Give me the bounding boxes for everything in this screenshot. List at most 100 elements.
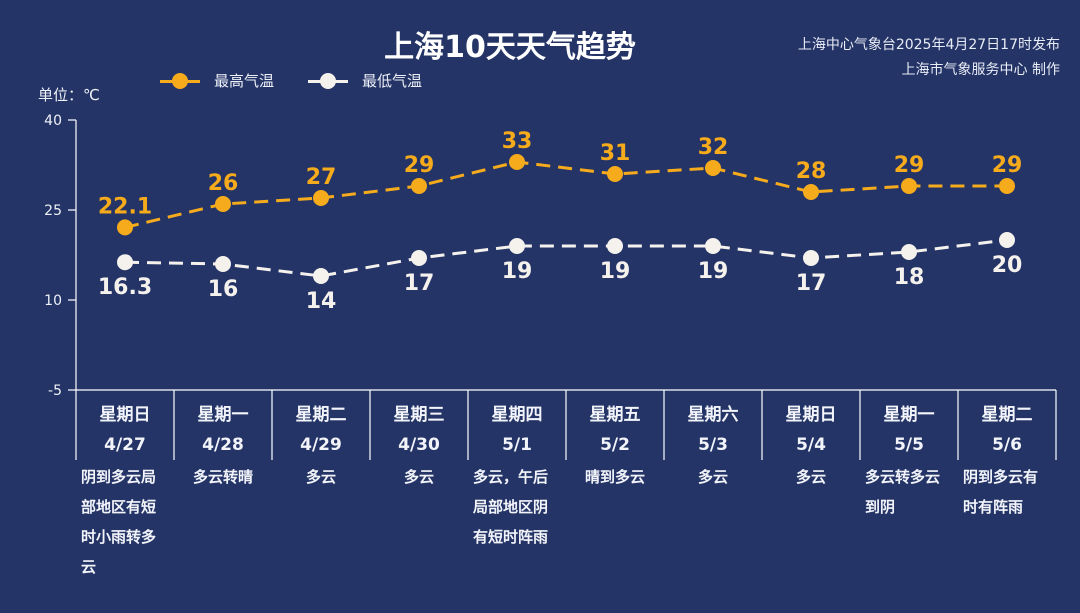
low-temp-label: 16.3	[98, 275, 152, 300]
low-temp-point	[999, 232, 1015, 248]
high-temp-point	[607, 166, 623, 182]
low-temp-point	[509, 238, 525, 254]
weekday-label: 星期五	[589, 405, 641, 425]
weather-description: 阴到多云有 时有阵雨	[963, 462, 1051, 522]
low-temp-point	[705, 238, 721, 254]
date-label: 5/6	[992, 435, 1022, 455]
data-labels: 22.1 26 27 29 33 31 32 28 29 29 16.3 16 14 17 19 19 19 17…	[98, 129, 1022, 314]
chart-title: 上海10天天气趋势	[384, 30, 636, 65]
weather-description-line: 局部地区阴	[473, 498, 549, 516]
issuer-line-producer: 上海市气象服务中心 制作	[901, 62, 1060, 78]
weather-description-line: 云	[81, 558, 97, 576]
y-tick-label: 25	[44, 203, 62, 219]
high-temp-point	[999, 178, 1015, 194]
low-line-marker-icon	[308, 72, 349, 89]
weather-description-line: 阴到多云有	[963, 468, 1039, 486]
weather-description-line: 到阴	[865, 498, 896, 516]
y-tick-label: 10	[44, 293, 62, 309]
high-temp-label: 28	[796, 159, 827, 184]
low-temp-label: 16	[208, 277, 239, 302]
high-temp-label: 29	[404, 153, 435, 178]
y-tick-label: -5	[48, 383, 62, 399]
date-label: 4/28	[202, 435, 244, 455]
high-temp-label: 32	[698, 135, 729, 160]
weather-description: 多云	[277, 462, 365, 492]
low-temp-label: 14	[306, 289, 337, 314]
legend-item-high[interactable]: 最高气温	[160, 70, 274, 91]
low-temp-point	[607, 238, 623, 254]
weather-description-line: 阴到多云局	[81, 468, 157, 486]
issuer-line-publish: 上海中心气象台2025年4月27日17时发布	[797, 37, 1060, 53]
weather-description-line: 晴到多云	[584, 468, 645, 486]
weekday-label: 星期四	[491, 405, 543, 425]
low-temp-point	[117, 254, 133, 271]
high-temp-point	[411, 178, 427, 194]
axes: 40 25 10 -5	[44, 113, 1057, 460]
weather-description: 多云	[375, 462, 463, 492]
high-temp-label: 27	[306, 165, 337, 190]
date-label: 5/4	[796, 435, 826, 455]
low-temp-label: 19	[600, 259, 631, 284]
date-label: 4/29	[300, 435, 342, 455]
weather-description-line: 多云	[795, 468, 826, 486]
weather-description: 多云	[669, 462, 757, 492]
low-temp-point	[901, 244, 917, 260]
series-lines	[124, 160, 1008, 278]
weekday-label: 星期二	[981, 405, 1033, 425]
low-temp-label: 20	[992, 253, 1023, 278]
low-temp-line	[124, 238, 1008, 278]
legend: 最高气温 最低气温	[160, 70, 456, 91]
y-tick-label: 40	[44, 113, 62, 129]
weather-description-line: 时小雨转多	[81, 528, 157, 546]
high-temp-point	[901, 178, 917, 194]
date-label: 4/30	[398, 435, 440, 455]
weather-description-line: 多云转多云	[865, 468, 941, 486]
high-temp-point	[509, 154, 525, 170]
high-temp-label: 29	[992, 153, 1023, 178]
high-temp-label: 33	[502, 129, 533, 154]
weather-description-line: 时有阵雨	[963, 498, 1024, 516]
weather-description-line: 多云转晴	[192, 468, 253, 486]
weather-description-line: 多云	[403, 468, 434, 486]
weather-description: 多云，午后 局部地区阴 有短时阵雨	[473, 462, 561, 552]
weekday-label: 星期日	[785, 405, 837, 425]
legend-label-low: 最低气温	[362, 72, 423, 90]
category-cell: 星期一 4/28	[174, 400, 272, 460]
date-label: 5/5	[894, 435, 924, 455]
date-label: 5/1	[502, 435, 532, 455]
high-temp-label: 22.1	[98, 194, 152, 219]
legend-item-low[interactable]: 最低气温	[308, 70, 422, 91]
category-cell: 星期一 5/5	[860, 400, 958, 460]
high-temp-point	[705, 160, 721, 176]
low-temp-point	[215, 256, 231, 272]
weekday-label: 星期六	[687, 405, 739, 425]
low-temp-label: 17	[404, 271, 435, 296]
weather-description-line: 有短时阵雨	[473, 528, 549, 546]
weather-description-line: 部地区有短	[81, 498, 157, 516]
category-cell: 星期日 4/27	[76, 400, 174, 460]
high-temp-point	[117, 219, 133, 236]
low-temp-label: 19	[502, 259, 533, 284]
weather-description-line: 多云	[697, 468, 728, 486]
high-temp-label: 26	[208, 171, 239, 196]
high-temp-point	[803, 184, 819, 200]
weather-description: 多云转多云 到阴	[865, 462, 953, 522]
series-points	[117, 154, 1015, 284]
high-temp-label: 29	[894, 153, 925, 178]
category-cell: 星期六 5/3	[664, 400, 762, 460]
category-cell: 星期日 5/4	[762, 400, 860, 460]
weekday-label: 星期一	[197, 405, 249, 425]
high-temp-line	[124, 160, 1007, 229]
unit-label: 单位：℃	[38, 86, 100, 104]
low-temp-point	[313, 268, 329, 284]
issuer-info: 上海中心气象台2025年4月27日17时发布 上海市气象服务中心 制作	[798, 33, 1060, 83]
high-line-marker-icon	[160, 72, 200, 89]
high-temp-label: 31	[600, 141, 631, 166]
date-label: 4/27	[104, 435, 146, 455]
low-temp-point	[411, 250, 427, 266]
weekday-label: 星期三	[393, 405, 445, 425]
weather-description: 多云转晴	[179, 462, 267, 492]
weekday-label: 星期一	[883, 405, 935, 425]
legend-label-high: 最高气温	[214, 72, 275, 90]
